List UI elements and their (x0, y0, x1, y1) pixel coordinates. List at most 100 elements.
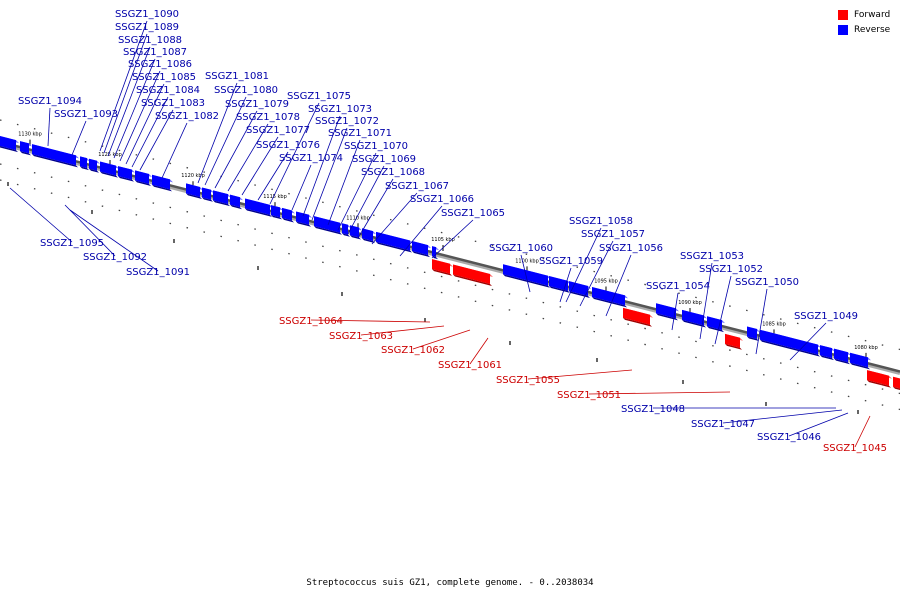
axis-tick-label: 1120 kbp (181, 173, 205, 179)
gene-reverse-block (89, 158, 100, 173)
gene-reverse-block (202, 187, 214, 202)
gene-label: SSGZ1_1094 (18, 96, 82, 107)
gene-forward-block (867, 370, 883, 386)
gene-label: SSGZ1_1069 (352, 154, 416, 165)
gene-leader-line (214, 110, 258, 189)
gene-reverse-block (376, 231, 413, 253)
gene-label: SSGZ1_1057 (581, 229, 645, 240)
gene-leader-line (337, 152, 377, 231)
gene-leader-line (788, 412, 849, 437)
gene-label: SSGZ1_1091 (126, 267, 190, 278)
gene-leader-line (131, 96, 169, 168)
gene-leader-line (139, 109, 174, 171)
gene-label: SSGZ1_1056 (599, 243, 663, 254)
gene-leader-line (527, 369, 633, 380)
gene-leader-line (9, 187, 73, 243)
axis-tick-label: 1125 kbp (98, 152, 122, 158)
gene-leader-line (579, 240, 614, 307)
legend-reverse-label: Reverse (854, 25, 891, 35)
gene-reverse-block (820, 345, 835, 361)
gene-reverse-block (135, 170, 152, 186)
gene-leader-line (269, 102, 320, 205)
gene-leader-line (69, 209, 159, 272)
gene-label: SSGZ1_1073 (308, 104, 372, 115)
gene-leader-line (204, 96, 247, 186)
legend-reverse: Reverse (838, 25, 890, 35)
gene-label: SSGZ1_1058 (569, 216, 633, 227)
gene-leader-line (227, 123, 269, 192)
gene-leader-line (412, 329, 471, 350)
gene-leader-line (327, 139, 361, 226)
gene-label: SSGZ1_1074 (279, 153, 343, 164)
gene-leader-line (671, 292, 679, 331)
gene-reverse-block (282, 207, 295, 223)
axis-tick-label: 1090 kbp (678, 300, 702, 306)
gene-label: SSGZ1_1055 (496, 375, 560, 386)
gene-leader-line (588, 391, 731, 395)
gene-leader-line (565, 227, 602, 303)
gene-label: SSGZ1_1085 (132, 72, 196, 83)
gene-label: SSGZ1_1046 (757, 432, 821, 443)
gene-leader-line (113, 58, 156, 159)
gene-reverse-block (32, 144, 79, 168)
legend-forward: Forward (838, 10, 890, 20)
gene-leader-line (605, 254, 632, 317)
gene-reverse-block (100, 161, 119, 178)
legend-forward-label: Forward (854, 10, 891, 20)
gene-forward-block (880, 373, 892, 388)
gene-label: SSGZ1_1083 (141, 98, 205, 109)
gene-leader-line (107, 46, 151, 157)
gene-leader-line (302, 115, 341, 217)
gene-leader-line (47, 107, 51, 147)
gene-leader-line (311, 127, 348, 221)
gene-reverse-block (549, 275, 571, 293)
gene-label: SSGZ1_1052 (699, 264, 763, 275)
gene-label: SSGZ1_1062 (381, 345, 445, 356)
gene-label: SSGZ1_1059 (539, 256, 603, 267)
gene-reverse-block (118, 166, 135, 182)
gene-forward-block (893, 376, 900, 390)
gene-reverse-block (592, 286, 628, 308)
gene-reverse-block (245, 198, 273, 217)
gene-label: SSGZ1_1086 (128, 59, 192, 70)
gene-label: SSGZ1_1066 (410, 194, 474, 205)
gene-leader-line (469, 337, 489, 365)
gene-label: SSGZ1_1068 (361, 167, 425, 178)
gene-leader-line (559, 267, 572, 303)
axis-tick-label: 1095 kbp (594, 279, 618, 285)
gene-leader-line (71, 120, 87, 156)
gene-leader-line (161, 122, 188, 179)
gene-leader-line (371, 192, 418, 245)
gene-label: SSGZ1_1048 (621, 404, 685, 415)
gene-leader-line (699, 262, 713, 340)
gene-label: SSGZ1_1078 (236, 112, 300, 123)
gene-reverse-block (850, 352, 871, 370)
gene-leader-line (357, 178, 394, 239)
gene-reverse-block (834, 348, 851, 365)
gene-label: SSGZ1_1047 (691, 419, 755, 430)
gene-reverse-block (186, 183, 203, 199)
gene-label: SSGZ1_1065 (441, 208, 505, 219)
gene-leader-line (399, 205, 443, 257)
gene-leader-line (431, 219, 474, 259)
gene-reverse-block (152, 174, 173, 192)
gene-leader-line (854, 415, 871, 448)
gene-reverse-block (760, 329, 821, 357)
gene-leader-line (310, 319, 431, 323)
gene-leader-line (125, 83, 165, 165)
gene-leader-line (64, 204, 116, 257)
gene-label: SSGZ1_1076 (256, 140, 320, 151)
gene-label: SSGZ1_1081 (205, 71, 269, 82)
gene-leader-line (520, 254, 531, 293)
gene-forward-block (725, 333, 743, 350)
gene-label: SSGZ1_1092 (83, 252, 147, 263)
gene-label: SSGZ1_1049 (794, 311, 858, 322)
axis-tick-label: 1105 kbp (431, 237, 455, 243)
gene-leader-line (103, 33, 148, 154)
gene-leader-line (755, 288, 768, 355)
gene-leader-line (722, 409, 843, 424)
gene-reverse-block (682, 309, 707, 328)
axis-tick-label: 1100 kbp (515, 258, 539, 264)
gene-label: SSGZ1_1075 (287, 91, 351, 102)
